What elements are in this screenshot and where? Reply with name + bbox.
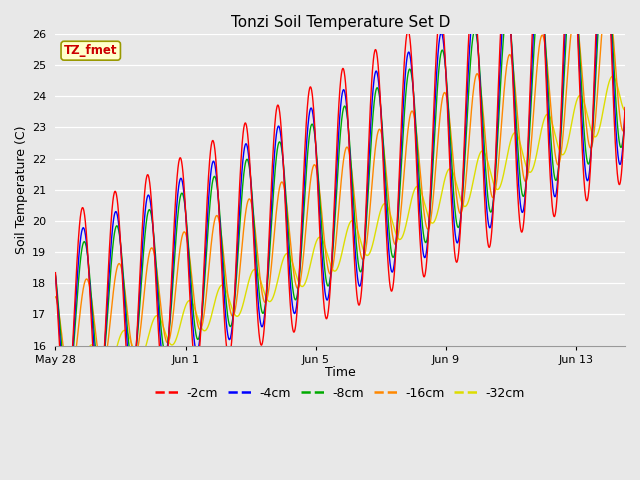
Title: Tonzi Soil Temperature Set D: Tonzi Soil Temperature Set D [230,15,450,30]
X-axis label: Time: Time [325,366,356,379]
Legend: -2cm, -4cm, -8cm, -16cm, -32cm: -2cm, -4cm, -8cm, -16cm, -32cm [150,382,530,405]
Y-axis label: Soil Temperature (C): Soil Temperature (C) [15,126,28,254]
Text: TZ_fmet: TZ_fmet [64,44,118,57]
